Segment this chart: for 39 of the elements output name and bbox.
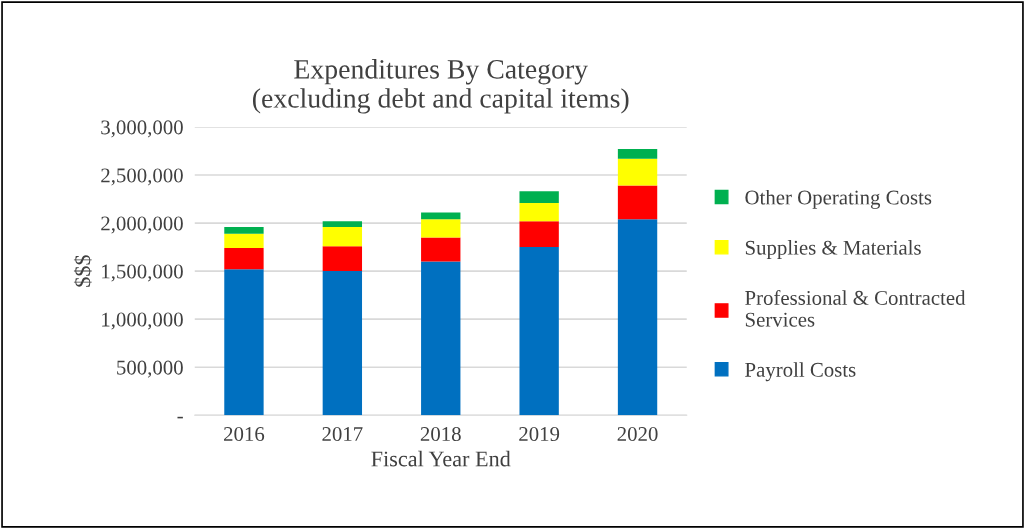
legend-label: Other Operating Costs (745, 189, 932, 209)
bar (224, 269, 264, 416)
x-axis-title: Fiscal Year End (371, 450, 511, 467)
y-tick-label: - (177, 416, 183, 419)
bar (421, 261, 461, 416)
x-tick-label: 2016 (224, 426, 265, 442)
y-tick-label: 1,000,000 (102, 312, 183, 330)
bar (224, 248, 264, 270)
chart-title: Expenditures By Category (excluding debt and capital items) (252, 59, 629, 114)
bar (224, 233, 264, 249)
bar (519, 191, 559, 203)
bar (519, 221, 559, 248)
bar (421, 237, 461, 262)
x-tick-label: 2017 (322, 426, 363, 442)
y-axis-title: $$$ (73, 255, 92, 287)
bar (617, 185, 658, 220)
bar (617, 149, 658, 159)
y-tick-label: 2,500,000 (101, 168, 183, 186)
x-tick-label: 2019 (519, 426, 560, 442)
y-tick-label: 2,000,000 (101, 216, 183, 234)
bar (322, 221, 363, 227)
legend-label: Supplies & Materials (745, 240, 921, 260)
bar (617, 219, 658, 416)
bar (322, 246, 363, 272)
legend-label: Professional & Contracted Services (745, 290, 966, 327)
bar (519, 247, 559, 416)
bar (519, 202, 559, 222)
x-tick-label: 2020 (617, 426, 658, 442)
legend-label: Payroll Costs (745, 362, 856, 382)
y-tick-label: 500,000 (117, 360, 183, 378)
bar (421, 212, 461, 220)
bar (421, 219, 461, 238)
y-tick-label: 1,500,000 (102, 264, 183, 282)
bar (224, 226, 264, 234)
bar (617, 158, 658, 186)
y-tick-label: 3,000,000 (101, 120, 183, 138)
bar (322, 226, 363, 247)
bar (322, 271, 363, 416)
x-tick-label: 2018 (420, 426, 461, 442)
